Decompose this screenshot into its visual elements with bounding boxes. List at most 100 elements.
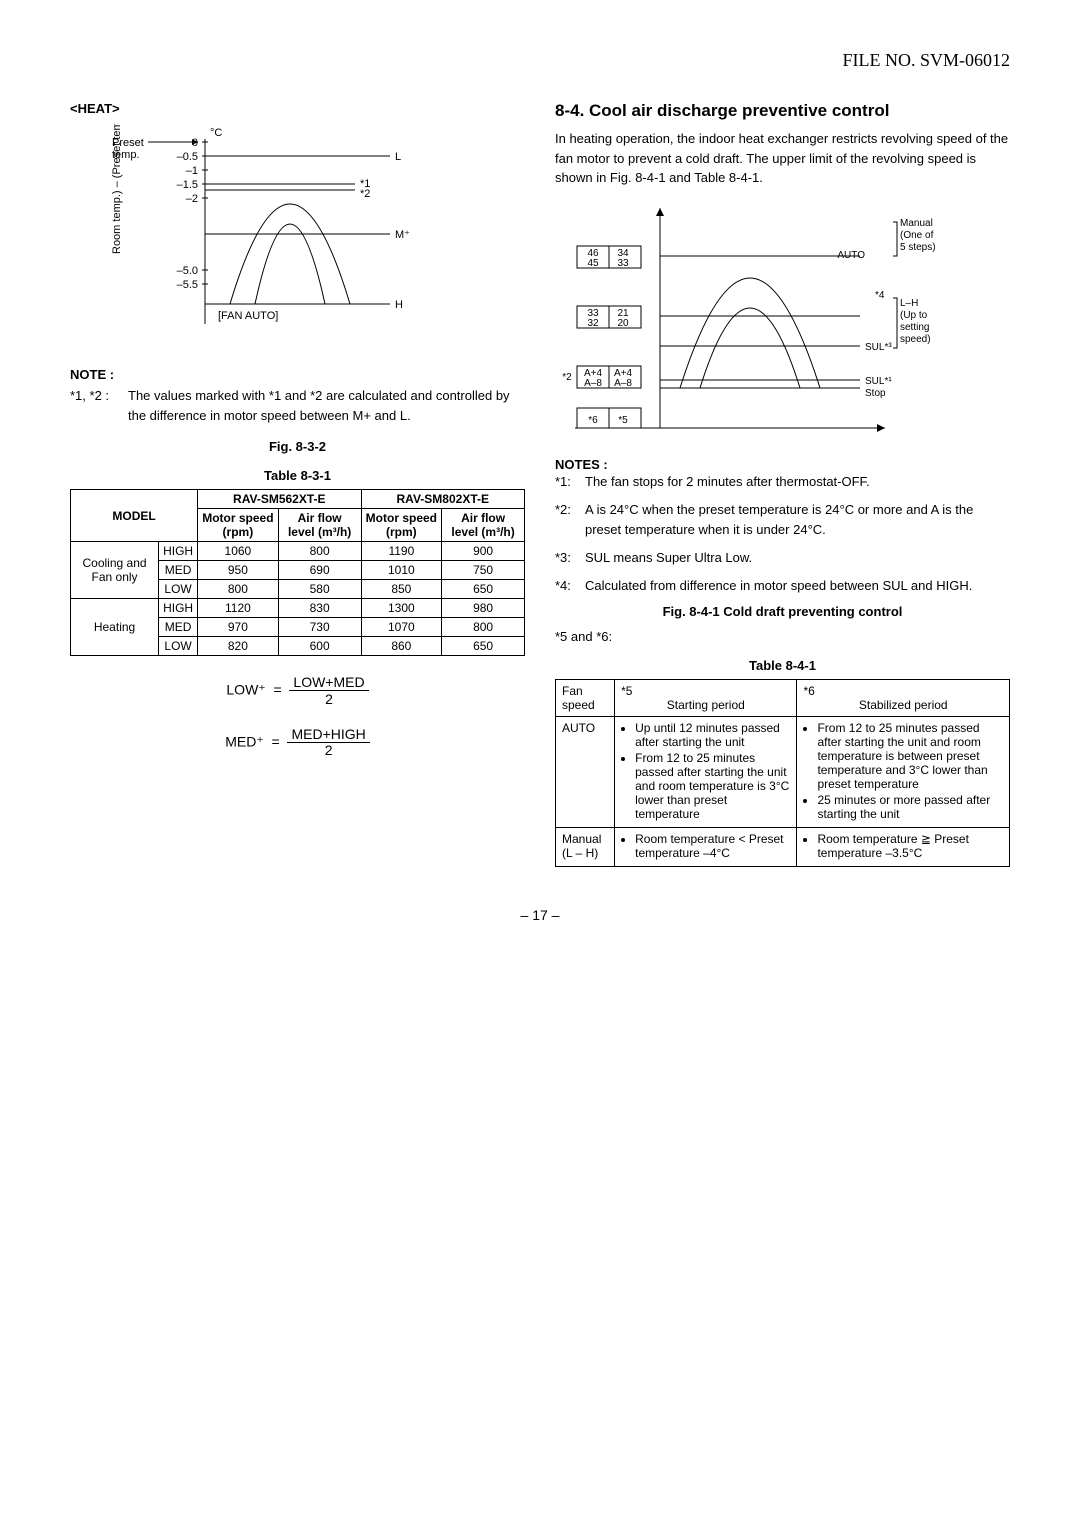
svg-text:SUL*¹: SUL*¹ bbox=[865, 376, 892, 387]
cell: 1300 bbox=[361, 599, 442, 618]
svg-text:L: L bbox=[395, 151, 401, 163]
svg-text:*5: *5 bbox=[618, 415, 628, 426]
row-group-label: Heating bbox=[71, 599, 159, 656]
formula-lhs: MED⁺ bbox=[225, 733, 264, 749]
denominator: 2 bbox=[321, 691, 337, 707]
header-cell: *5 Starting period bbox=[615, 680, 797, 717]
left-column: <HEAT> 0 –0.5 –1 –1.5 –2 –5.0 –5.5 bbox=[70, 101, 525, 867]
right-column: 8-4. Cool air discharge preventive contr… bbox=[555, 101, 1010, 867]
formula-med: MED⁺ = MED+HIGH2 bbox=[70, 726, 525, 760]
note-item: *1:The fan stops for 2 minutes after the… bbox=[555, 472, 1010, 492]
level: HIGH bbox=[159, 599, 198, 618]
svg-text:33: 33 bbox=[617, 258, 629, 269]
note-item: *2:A is 24°C when the preset temperature… bbox=[555, 500, 1010, 540]
star-5-6-label: *5 and *6: bbox=[555, 629, 1010, 644]
header-label: *5 bbox=[621, 684, 632, 698]
model-header: MODEL bbox=[71, 490, 198, 542]
level: MED bbox=[159, 618, 198, 637]
notes-heading: NOTES : bbox=[555, 457, 1010, 472]
subheader: Motor speed (rpm) bbox=[361, 509, 442, 542]
cell: 800 bbox=[442, 618, 525, 637]
list-item: Room temperature ≧ Preset temperature –3… bbox=[817, 832, 1003, 860]
header-cell: Fan speed bbox=[556, 680, 615, 717]
note-text: SUL means Super Ultra Low. bbox=[585, 548, 752, 568]
sub-header-label: Starting period bbox=[621, 698, 790, 712]
note-key: *1, *2 : bbox=[70, 386, 128, 425]
cell: From 12 to 25 minutes passed after start… bbox=[797, 717, 1010, 828]
page: FILE NO. SVM-06012 <HEAT> 0 –0.5 –1 –1.5… bbox=[0, 0, 1080, 963]
list-item: Up until 12 minutes passed after startin… bbox=[635, 721, 790, 749]
cell: 730 bbox=[278, 618, 361, 637]
note-item: *4:Calculated from difference in motor s… bbox=[555, 576, 1010, 596]
cell: 1190 bbox=[361, 542, 442, 561]
subheader: Motor speed (rpm) bbox=[198, 509, 279, 542]
model-1-header: RAV-SM562XT-E bbox=[198, 490, 361, 509]
cell: 850 bbox=[361, 580, 442, 599]
list-item: From 12 to 25 minutes passed after start… bbox=[635, 751, 790, 821]
svg-text:45: 45 bbox=[587, 258, 599, 269]
svg-text:5 steps): 5 steps) bbox=[900, 242, 936, 253]
cell: Room temperature ≧ Preset temperature –3… bbox=[797, 828, 1010, 867]
level: LOW bbox=[159, 637, 198, 656]
notes-list: *1:The fan stops for 2 minutes after the… bbox=[555, 472, 1010, 597]
denominator: 2 bbox=[321, 742, 337, 758]
fraction: MED+HIGH2 bbox=[287, 726, 369, 760]
svg-text:–5.5: –5.5 bbox=[177, 279, 198, 291]
note-key: *1: bbox=[555, 472, 585, 492]
table-8-3-1-caption: Table 8-3-1 bbox=[70, 468, 525, 483]
cell: 950 bbox=[198, 561, 279, 580]
svg-text:–1: –1 bbox=[186, 165, 198, 177]
cell: 600 bbox=[278, 637, 361, 656]
table-8-4-1: Fan speed *5 Starting period *6 Stabiliz… bbox=[555, 679, 1010, 867]
cell: 1120 bbox=[198, 599, 279, 618]
cold-draft-diagram-svg: 4645 3433 3332 2120 A+4A–8 A+4A–8 *2 *6 … bbox=[555, 198, 995, 448]
cell: 1010 bbox=[361, 561, 442, 580]
cell: 750 bbox=[442, 561, 525, 580]
fig-8-3-2-caption: Fig. 8-3-2 bbox=[70, 439, 525, 454]
header-cell: *6 Stabilized period bbox=[797, 680, 1010, 717]
fan-speed-cell: AUTO bbox=[556, 717, 615, 828]
cell: 980 bbox=[442, 599, 525, 618]
cell: 580 bbox=[278, 580, 361, 599]
note-text: The values marked with *1 and *2 are cal… bbox=[128, 386, 525, 425]
svg-text:*2: *2 bbox=[562, 372, 572, 383]
two-column-layout: <HEAT> 0 –0.5 –1 –1.5 –2 –5.0 –5.5 bbox=[70, 101, 1010, 867]
cell: 1070 bbox=[361, 618, 442, 637]
note-heading: NOTE : bbox=[70, 367, 525, 382]
formula-low: LOW⁺ = LOW+MED2 bbox=[70, 674, 525, 708]
svg-text:20: 20 bbox=[617, 318, 629, 329]
svg-text:[FAN AUTO]: [FAN AUTO] bbox=[218, 310, 278, 322]
file-number: FILE NO. SVM-06012 bbox=[70, 50, 1010, 71]
fraction: LOW+MED2 bbox=[289, 674, 368, 708]
intro-paragraph: In heating operation, the indoor heat ex… bbox=[555, 129, 1010, 188]
cell: 800 bbox=[198, 580, 279, 599]
numerator: LOW+MED bbox=[289, 674, 368, 691]
svg-text:*4: *4 bbox=[875, 290, 885, 301]
svg-text:(Up to: (Up to bbox=[900, 310, 928, 321]
cell: 860 bbox=[361, 637, 442, 656]
fan-speed-cell: Manual (L – H) bbox=[556, 828, 615, 867]
svg-text:SUL*³: SUL*³ bbox=[865, 342, 892, 353]
figure-8-3-2: 0 –0.5 –1 –1.5 –2 –5.0 –5.5 bbox=[90, 124, 525, 357]
section-8-4-title: 8-4. Cool air discharge preventive contr… bbox=[555, 101, 1010, 121]
svg-text:–0.5: –0.5 bbox=[177, 151, 198, 163]
cell: 690 bbox=[278, 561, 361, 580]
note-key: *3: bbox=[555, 548, 585, 568]
cell: 650 bbox=[442, 580, 525, 599]
note-line: *1, *2 : The values marked with *1 and *… bbox=[70, 386, 525, 425]
svg-text:A–8: A–8 bbox=[614, 378, 632, 389]
svg-text:L–H: L–H bbox=[900, 298, 918, 309]
svg-text:H: H bbox=[395, 299, 403, 311]
equals: = bbox=[272, 733, 280, 749]
row-group-label: Cooling and Fan only bbox=[71, 542, 159, 599]
svg-text:*2: *2 bbox=[360, 188, 370, 200]
list-item: Room temperature < Preset temperature –4… bbox=[635, 832, 790, 860]
heat-heading: <HEAT> bbox=[70, 101, 525, 116]
note-item: *3:SUL means Super Ultra Low. bbox=[555, 548, 1010, 568]
subheader: Air flow level (m³/h) bbox=[278, 509, 361, 542]
svg-text:AUTO: AUTO bbox=[837, 250, 865, 261]
formula-lhs: LOW⁺ bbox=[226, 682, 265, 698]
cell: 1060 bbox=[198, 542, 279, 561]
svg-text:°C: °C bbox=[210, 127, 222, 139]
svg-text:32: 32 bbox=[587, 318, 599, 329]
